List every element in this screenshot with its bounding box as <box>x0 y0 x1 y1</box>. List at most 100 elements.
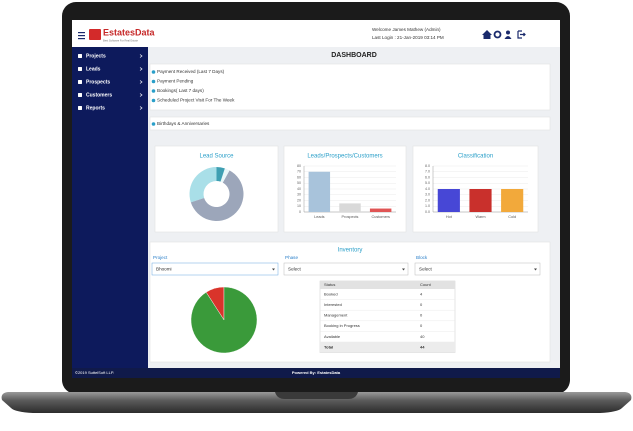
nav-icon <box>78 54 82 58</box>
nav-chevron <box>139 80 143 84</box>
column-header: Count <box>420 282 432 287</box>
y-tick-label: 0.0 <box>425 210 430 214</box>
logo: EstatesData <box>103 27 156 37</box>
notice[interactable]: Payment Received (Last 7 Days) <box>157 69 225 74</box>
nav-item[interactable]: Projects <box>86 53 106 59</box>
y-tick-label: 5.0 <box>425 181 430 185</box>
y-tick-label: 1.0 <box>425 204 430 208</box>
logo-icon <box>89 29 101 40</box>
top-bar <box>72 20 560 47</box>
count: 0 <box>420 302 423 307</box>
x-tick-label: Hot <box>446 215 453 219</box>
y-tick-label: 4.0 <box>425 187 430 191</box>
last-login: Last Login : 21-Jan-2019 03:14 PM <box>372 35 444 40</box>
status: Booking in Progress <box>324 323 360 328</box>
count: 4 <box>420 291 423 296</box>
y-tick-label: 60 <box>297 175 301 179</box>
nav-item[interactable]: Prospects <box>86 79 110 85</box>
nav-item[interactable]: Customers <box>86 92 112 98</box>
nav-item[interactable]: Reports <box>86 105 105 111</box>
table-header <box>320 281 455 289</box>
footer-bar <box>72 368 560 378</box>
bar <box>339 203 361 212</box>
user-icon[interactable] <box>504 30 512 40</box>
page-title: DASHBOARD <box>331 52 377 59</box>
chart-title: Leads/Prospects/Customers <box>307 154 382 160</box>
status: Booked <box>324 291 338 296</box>
count: 40 <box>420 334 425 339</box>
bar <box>437 189 460 212</box>
y-tick-label: 6.0 <box>425 175 430 179</box>
select-value: Bhoomi <box>156 267 172 272</box>
status: Available <box>324 334 341 339</box>
nav-chevron <box>139 67 143 71</box>
notices-panel <box>149 63 551 111</box>
y-tick-label: 30 <box>297 193 301 197</box>
tagline: Best Software For Real Estate <box>103 39 138 43</box>
home-icon[interactable] <box>482 30 492 39</box>
donut-segment <box>189 167 217 203</box>
nav-item[interactable]: Leads <box>86 66 101 72</box>
select[interactable] <box>283 262 409 276</box>
nav-icon <box>78 80 82 84</box>
settings-icon[interactable] <box>493 30 502 39</box>
count: 0 <box>420 313 423 318</box>
bullet <box>151 70 156 74</box>
powered-by: Powered By: EstatesData <box>292 370 341 375</box>
notice[interactable]: Bookings( Last 7 days) <box>157 88 204 93</box>
table <box>319 280 456 353</box>
menu-icon[interactable] <box>78 32 85 40</box>
nav-icon <box>78 106 82 110</box>
filter-label: Phase <box>285 255 298 260</box>
column-header: Status <box>324 282 335 287</box>
sidebar <box>72 47 148 368</box>
status: Management <box>324 313 348 318</box>
y-tick-label: 7.0 <box>425 170 430 174</box>
donut-segment <box>190 170 244 221</box>
welcome: Welcome James Mathew (Admin) <box>372 27 441 32</box>
notice[interactable]: Payment Pending <box>157 79 194 84</box>
select[interactable] <box>151 262 279 276</box>
select-value: Select <box>288 267 301 272</box>
bar <box>501 189 524 212</box>
bullet <box>151 79 156 84</box>
y-tick-label: 10 <box>297 204 301 208</box>
inventory-title: Inventory <box>338 248 363 254</box>
logout-icon[interactable] <box>517 30 526 39</box>
select-arrow <box>272 268 275 271</box>
x-tick-label: Customers <box>371 215 389 219</box>
filter-label: Block <box>416 255 428 260</box>
laptop-base <box>1 392 632 413</box>
filter-label: Project <box>153 255 168 260</box>
select-value: Select <box>419 267 432 272</box>
y-tick-label: 8.0 <box>425 164 430 168</box>
status: Interested <box>324 302 342 307</box>
copyright: ©2019 SuttelSoft LLP. <box>75 370 114 375</box>
y-tick-label: 50 <box>297 181 301 185</box>
notch <box>275 392 358 399</box>
bar <box>369 208 392 212</box>
nav-chevron <box>139 93 143 97</box>
y-tick-label: 20 <box>297 198 301 202</box>
nav-icon <box>78 67 82 71</box>
chart-title: Lead Source <box>199 154 234 160</box>
bullet <box>151 89 156 93</box>
chart-title: Classification <box>458 154 493 160</box>
bar <box>469 189 492 212</box>
donut-segment <box>220 168 230 183</box>
select[interactable] <box>414 262 541 276</box>
donut-segment <box>216 167 225 182</box>
x-tick-label: Leads <box>314 215 324 219</box>
y-tick-label: 3.0 <box>425 193 430 197</box>
notice[interactable]: Scheduled Project Visit For The Week <box>157 98 235 103</box>
total-count: 44 <box>420 344 425 349</box>
bar <box>308 171 331 212</box>
count: 0 <box>420 323 423 328</box>
nav-icon <box>78 93 82 97</box>
select-arrow <box>534 268 537 271</box>
bullet <box>151 98 156 103</box>
select-arrow <box>402 268 405 271</box>
y-tick-label: 80 <box>297 164 301 168</box>
